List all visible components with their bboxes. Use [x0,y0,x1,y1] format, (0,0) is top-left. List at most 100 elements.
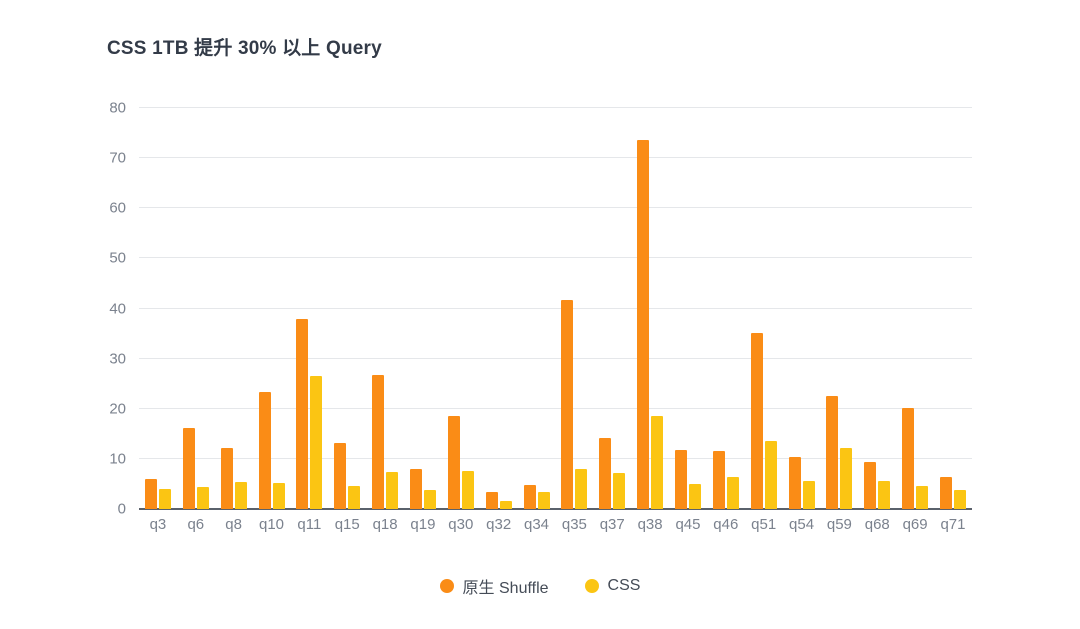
bar-group-q32: q32 [480,108,518,532]
x-tick-label-q18: q18 [372,516,398,533]
bar-group-q68: q68 [858,108,896,532]
x-axis-line [139,508,972,510]
bar-q69-CSS [916,485,929,509]
gridline-50 [139,257,972,259]
x-tick-label-q15: q15 [334,516,360,533]
x-tick-label-q71: q71 [940,516,966,533]
legend-item[interactable]: 原生 Shuffle [439,574,549,598]
y-tick-label-30: 30 [109,350,126,368]
y-tick-label-10: 10 [109,450,126,468]
bar-q34-CSS [537,491,550,509]
bar-q71-CSS [953,490,966,509]
bar-q8-CSS [234,481,247,509]
legend: 原生 Shuffle CSS [0,574,1080,598]
bar-q46-CSS [726,476,739,509]
y-tick-label-60: 60 [109,199,126,217]
x-tick-label-q54: q54 [789,516,815,533]
x-tick-label-q59: q59 [826,516,852,533]
bar-group-q45: q45 [669,108,707,532]
bar-group-q37: q37 [593,108,631,532]
bar-group-q30: q30 [442,108,480,532]
bar-q34-原生 Shuffle [523,484,536,509]
bar-q54-原生 Shuffle [788,457,801,509]
bar-group-q69: q69 [896,108,934,532]
bar-q8-原生 Shuffle [220,447,233,509]
bar-q19-CSS [423,490,436,509]
bar-group-q54: q54 [783,108,821,532]
x-tick-label-q46: q46 [713,516,739,533]
bar-q45-CSS [688,483,701,509]
bar-group-q15: q15 [328,108,366,532]
x-tick-label-q30: q30 [448,516,474,533]
y-tick-label-20: 20 [109,400,126,418]
bar-q6-CSS [196,487,209,509]
bar-q3-CSS [158,488,171,509]
x-tick-label-q32: q32 [486,516,512,533]
bar-q51-CSS [764,440,777,509]
bar-q38-CSS [651,416,664,509]
bar-q68-原生 Shuffle [864,461,877,509]
gridline-30 [139,357,972,359]
x-tick-label-q11: q11 [297,516,322,533]
x-tick-label-q69: q69 [902,516,928,533]
bar-group-q35: q35 [555,108,593,532]
x-tick-label-q37: q37 [599,516,625,533]
bar-q51-原生 Shuffle [750,332,763,509]
bar-q54-CSS [802,480,815,509]
x-tick-label-q19: q19 [410,516,436,533]
bar-group-q10: q10 [253,108,291,532]
y-axis-labels: 0 10 20 30 40 50 60 70 80 [68,101,126,517]
bar-q35-CSS [575,469,588,509]
bar-group-q59: q59 [820,108,858,532]
gridlines [139,107,972,509]
bar-q19-原生 Shuffle [409,468,422,509]
y-tick-label-80: 80 [109,99,126,117]
bar-group-q8: q8 [215,108,253,532]
legend-dot-icon [584,579,599,593]
bar-q45-原生 Shuffle [674,449,687,509]
bar-q30-CSS [461,470,474,509]
bar-group-q11: q11 [290,108,328,532]
bar-q11-原生 Shuffle [296,318,309,509]
bar-q59-CSS [840,447,853,509]
bar-q6-原生 Shuffle [182,428,195,509]
bar-q46-原生 Shuffle [712,451,725,509]
bar-q32-CSS [499,500,512,509]
bar-q68-CSS [878,480,891,509]
bar-q32-原生 Shuffle [485,492,498,509]
bar-q3-原生 Shuffle [144,478,157,509]
bar-group-q38: q38 [631,108,669,532]
x-tick-label-q68: q68 [864,516,890,533]
bar-q71-原生 Shuffle [939,477,952,509]
y-tick-label-50: 50 [109,249,126,267]
y-tick-label-40: 40 [109,300,126,317]
bar-q10-原生 Shuffle [258,392,271,509]
bar-group-q6: q6 [177,108,215,532]
bar-q15-CSS [348,486,361,509]
x-tick-label-q38: q38 [637,516,663,533]
gridline-60 [139,207,972,209]
bar-group-q51: q51 [745,108,783,532]
gridline-40 [139,307,972,309]
bars-container: q3 q6 q8 q10 q11 q15 q18 q19 q30 q32 q34 q35 q37 q38 q… [139,108,972,532]
chart-title: CSS 1TB 提升 30% 以上 Query [107,38,382,59]
bar-q37-CSS [613,473,626,509]
bar-q35-原生 Shuffle [561,300,574,509]
x-tick-label-q35: q35 [561,516,587,533]
bar-q18-CSS [386,471,399,509]
gridline-20 [139,407,972,409]
bar-q10-CSS [272,482,285,509]
x-tick-label-q51: q51 [751,516,777,533]
bar-group-q19: q19 [404,108,442,532]
x-tick-label-q3: q3 [149,516,167,533]
legend-item[interactable]: CSS [584,577,640,595]
bar-group-q71: q71 [934,108,972,532]
x-tick-label-q10: q10 [258,516,285,533]
gridline-70 [139,157,972,159]
x-tick-label-q6: q6 [187,516,205,533]
y-tick-label-0: 0 [117,500,126,518]
gridline-10 [139,457,972,459]
bar-group-q18: q18 [366,108,404,532]
bar-q15-原生 Shuffle [334,443,347,509]
